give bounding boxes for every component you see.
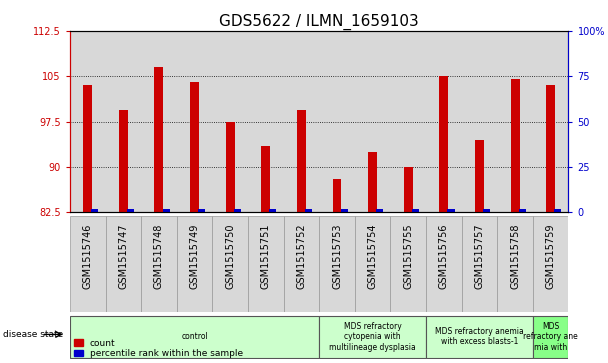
Text: control: control (181, 332, 208, 341)
Bar (141, 31, 177, 212)
Bar (340, 209, 348, 212)
Text: MDS
refractory ane
mia with: MDS refractory ane mia with (523, 322, 578, 352)
Bar (70, 31, 106, 212)
Bar (91, 209, 98, 212)
Bar (412, 209, 419, 212)
FancyBboxPatch shape (319, 316, 426, 359)
Bar (404, 167, 413, 212)
Bar (248, 31, 283, 212)
Text: GSM1515749: GSM1515749 (190, 224, 199, 289)
Text: GSM1515757: GSM1515757 (474, 224, 485, 289)
Bar (554, 209, 561, 212)
FancyBboxPatch shape (390, 216, 426, 312)
Bar (511, 79, 519, 212)
FancyBboxPatch shape (248, 216, 283, 312)
Bar (233, 209, 241, 212)
Text: GSM1515759: GSM1515759 (545, 224, 556, 289)
FancyBboxPatch shape (319, 216, 355, 312)
Text: GSM1515752: GSM1515752 (296, 224, 306, 289)
Bar (198, 209, 206, 212)
Bar (355, 31, 390, 212)
Bar (212, 31, 248, 212)
FancyBboxPatch shape (355, 216, 390, 312)
Bar (106, 31, 141, 212)
Bar (533, 31, 568, 212)
Bar (305, 209, 312, 212)
Bar (333, 179, 342, 212)
Bar (426, 31, 461, 212)
FancyBboxPatch shape (106, 216, 141, 312)
Text: GSM1515746: GSM1515746 (83, 224, 93, 289)
FancyBboxPatch shape (212, 216, 248, 312)
Text: GSM1515750: GSM1515750 (225, 224, 235, 289)
Text: GSM1515756: GSM1515756 (439, 224, 449, 289)
Bar (119, 110, 128, 212)
Bar (546, 85, 555, 212)
Bar (154, 67, 164, 212)
Bar (483, 209, 490, 212)
Bar (261, 146, 270, 212)
Bar (83, 85, 92, 212)
Text: GSM1515753: GSM1515753 (332, 224, 342, 289)
FancyBboxPatch shape (141, 216, 177, 312)
FancyBboxPatch shape (70, 216, 106, 312)
Bar (497, 31, 533, 212)
Bar (283, 31, 319, 212)
Bar (390, 31, 426, 212)
Bar (319, 31, 355, 212)
FancyBboxPatch shape (426, 216, 461, 312)
Bar (440, 76, 448, 212)
Text: GSM1515758: GSM1515758 (510, 224, 520, 289)
FancyBboxPatch shape (461, 216, 497, 312)
FancyBboxPatch shape (70, 316, 319, 359)
Bar (162, 209, 170, 212)
Bar (368, 152, 377, 212)
Text: GSM1515755: GSM1515755 (403, 224, 413, 289)
Text: GSM1515751: GSM1515751 (261, 224, 271, 289)
Bar (461, 31, 497, 212)
Title: GDS5622 / ILMN_1659103: GDS5622 / ILMN_1659103 (219, 13, 419, 29)
Bar (226, 122, 235, 212)
FancyBboxPatch shape (177, 216, 212, 312)
Bar (177, 31, 212, 212)
Bar (297, 110, 306, 212)
Legend: count, percentile rank within the sample: count, percentile rank within the sample (74, 339, 243, 359)
Bar (447, 209, 455, 212)
FancyBboxPatch shape (533, 216, 568, 312)
Bar (269, 209, 277, 212)
Bar (190, 82, 199, 212)
FancyBboxPatch shape (533, 316, 568, 359)
Text: GSM1515747: GSM1515747 (119, 224, 128, 289)
Text: disease state: disease state (3, 330, 63, 339)
Text: MDS refractory
cytopenia with
multilineage dysplasia: MDS refractory cytopenia with multilinea… (330, 322, 416, 352)
Text: GSM1515754: GSM1515754 (368, 224, 378, 289)
FancyBboxPatch shape (497, 216, 533, 312)
Bar (376, 209, 383, 212)
Bar (519, 209, 526, 212)
FancyBboxPatch shape (426, 316, 533, 359)
FancyBboxPatch shape (283, 216, 319, 312)
Text: GSM1515748: GSM1515748 (154, 224, 164, 289)
Bar (475, 140, 484, 212)
Bar (127, 209, 134, 212)
Text: MDS refractory anemia
with excess blasts-1: MDS refractory anemia with excess blasts… (435, 327, 524, 346)
